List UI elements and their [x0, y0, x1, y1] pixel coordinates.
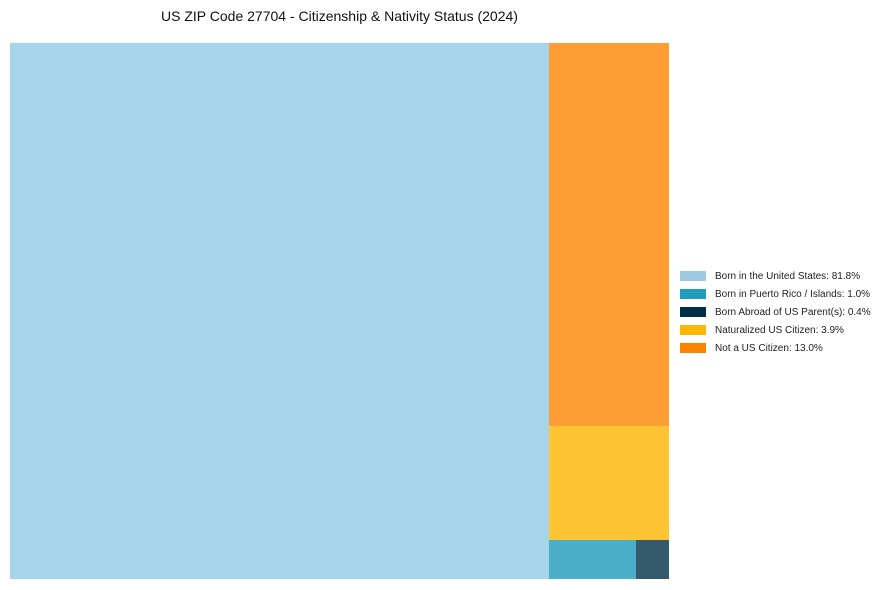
tile-not-us-citizen — [549, 43, 669, 426]
tile-born-abroad-us-parents — [636, 540, 669, 579]
legend: Born in the United States: 81.8% Born in… — [680, 267, 871, 357]
legend-label: Not a US Citizen: 13.0% — [715, 342, 823, 354]
legend-swatch — [680, 271, 706, 281]
legend-swatch — [680, 307, 706, 317]
legend-label: Born Abroad of US Parent(s): 0.4% — [715, 306, 871, 318]
legend-item-born-in-us: Born in the United States: 81.8% — [680, 267, 871, 285]
legend-label: Born in the United States: 81.8% — [715, 270, 861, 282]
legend-label: Born in Puerto Rico / Islands: 1.0% — [715, 288, 871, 300]
chart-title: US ZIP Code 27704 - Citizenship & Nativi… — [161, 8, 518, 24]
treemap — [10, 43, 669, 579]
tile-born-in-us — [10, 43, 549, 579]
tile-naturalized-us-citizen — [549, 426, 669, 540]
legend-item-naturalized-us-citizen: Naturalized US Citizen: 3.9% — [680, 321, 871, 339]
legend-label: Naturalized US Citizen: 3.9% — [715, 324, 844, 336]
legend-swatch — [680, 325, 706, 335]
tile-born-in-puerto-rico — [549, 540, 636, 579]
legend-swatch — [680, 289, 706, 299]
legend-swatch — [680, 343, 706, 353]
legend-item-not-us-citizen: Not a US Citizen: 13.0% — [680, 339, 871, 357]
legend-item-born-in-puerto-rico: Born in Puerto Rico / Islands: 1.0% — [680, 285, 871, 303]
legend-item-born-abroad-us-parents: Born Abroad of US Parent(s): 0.4% — [680, 303, 871, 321]
